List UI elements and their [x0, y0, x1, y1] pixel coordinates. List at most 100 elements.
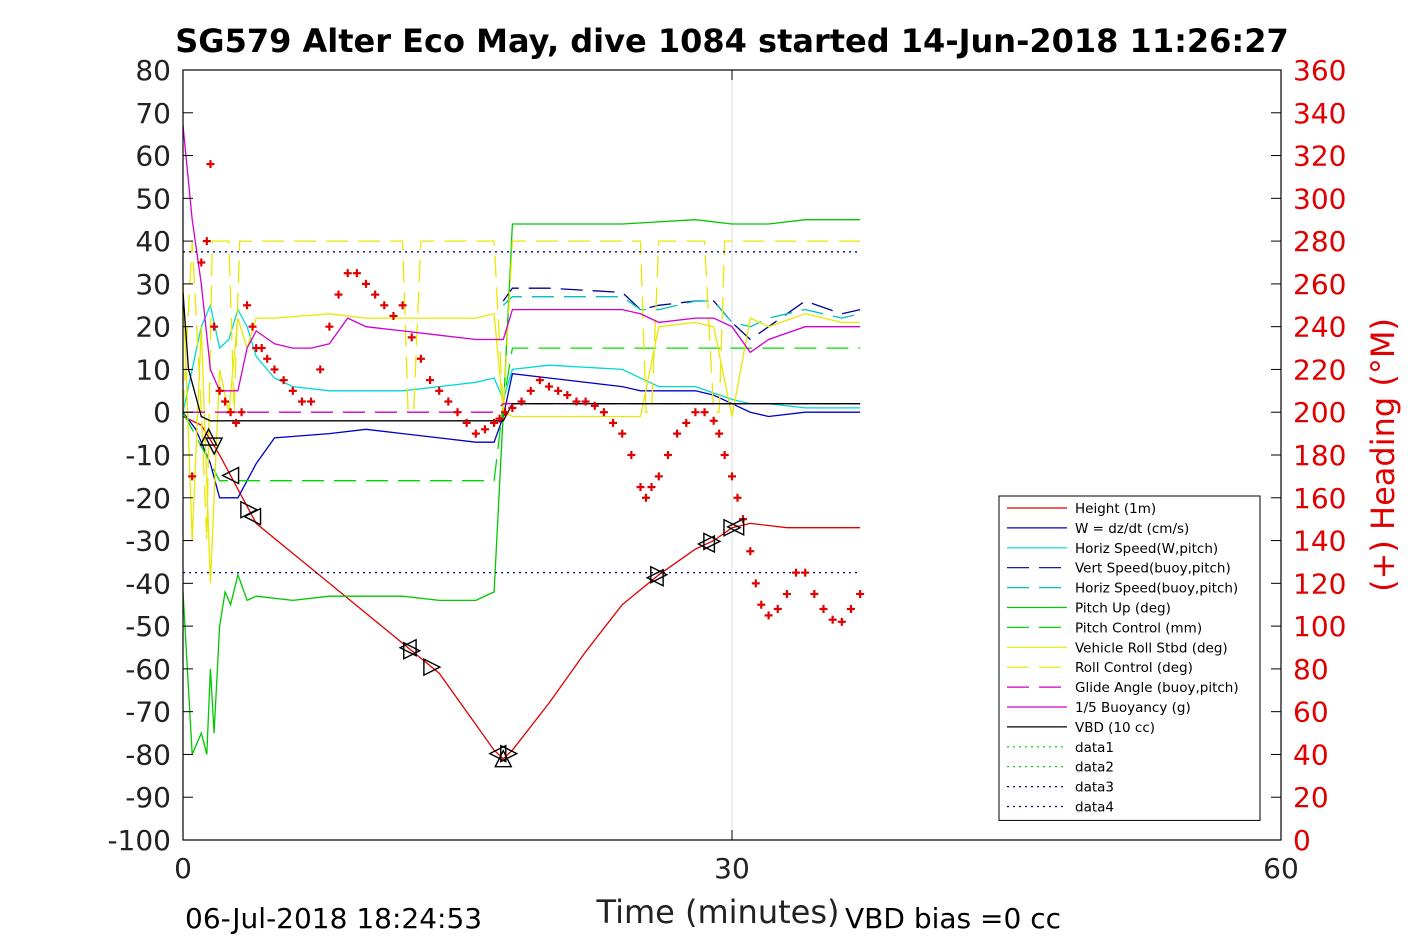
- series-line-6: [182, 347, 861, 482]
- triangle-marker: [423, 658, 442, 677]
- y-left-tick-label: 70: [135, 97, 171, 130]
- x-tick-label: 60: [1263, 852, 1299, 885]
- y-left-tick-label: -80: [125, 738, 171, 771]
- heading-point: [188, 472, 197, 481]
- heading-point: [352, 269, 361, 278]
- legend-label: Roll Control (deg): [1075, 660, 1193, 676]
- heading-point: [288, 386, 297, 395]
- legend-label: Horiz Speed(W,pitch): [1075, 541, 1218, 557]
- heading-point: [426, 376, 435, 385]
- heading-point: [243, 301, 252, 310]
- y-axis-right-label: (+) Heading (°M): [1364, 318, 1402, 592]
- heading-point: [757, 600, 766, 609]
- heading-point: [380, 301, 389, 310]
- triangle-marker: [703, 532, 722, 551]
- heading-point: [647, 483, 656, 492]
- y-left-tick-label: -70: [125, 696, 171, 729]
- heading-point: [416, 354, 425, 363]
- heading-point: [545, 382, 553, 391]
- heading-point: [307, 397, 316, 406]
- y-left-tick-label: -30: [125, 525, 171, 558]
- heading-point: [819, 605, 828, 613]
- heading-point: [715, 429, 724, 438]
- y-right-tick-label: 260: [1293, 268, 1346, 301]
- heading-point: [663, 451, 672, 459]
- heading-point: [263, 354, 272, 363]
- series-line-4: [502, 296, 861, 328]
- heading-point: [691, 408, 700, 417]
- heading-points: [188, 160, 865, 626]
- heading-point: [554, 386, 563, 395]
- heading-point: [618, 429, 627, 438]
- heading-point: [407, 333, 416, 342]
- y-right-tick-label: 200: [1293, 396, 1346, 429]
- heading-point: [517, 397, 526, 406]
- triangle-marker: [204, 437, 224, 456]
- heading-point: [728, 472, 736, 481]
- y-right-tick-label: 280: [1293, 225, 1346, 258]
- series-line-0: [182, 415, 861, 760]
- heading-point: [535, 376, 544, 385]
- heading-point: [197, 258, 206, 267]
- triangle-marker: [242, 507, 262, 526]
- y-right-tick-label: 120: [1293, 567, 1346, 600]
- heading-point: [316, 365, 325, 374]
- y-right-tick-label: 100: [1293, 610, 1346, 643]
- heading-point: [435, 386, 444, 395]
- chart-title: SG579 Alter Eco May, dive 1084 started 1…: [175, 22, 1288, 60]
- heading-point: [325, 322, 334, 331]
- heading-point: [210, 322, 219, 331]
- y-left-tick-label: 0: [153, 396, 171, 429]
- heading-point: [526, 386, 535, 395]
- y-right-tick-label: 220: [1293, 353, 1346, 386]
- legend-label: VBD (10 cc): [1075, 720, 1155, 736]
- heading-point: [480, 425, 489, 434]
- heading-point: [709, 416, 718, 425]
- y-right-tick-label: 180: [1293, 439, 1346, 472]
- triangle-markers: [199, 427, 745, 768]
- y-left-tick-label: 30: [135, 268, 171, 301]
- legend-label: Horiz Speed(buoy,pitch): [1075, 581, 1238, 597]
- legend: Height (1m) W = dz/dt (cm/s) Horiz Speed(W…: [998, 495, 1261, 821]
- heading-point: [837, 617, 846, 626]
- heading-point: [581, 397, 590, 406]
- heading-point: [746, 547, 755, 556]
- triangle-marker: [500, 744, 519, 763]
- heading-point: [362, 279, 370, 288]
- heading-point: [773, 605, 782, 613]
- heading-point: [453, 408, 462, 417]
- legend-label: Vert Speed(buoy,pitch): [1075, 561, 1231, 577]
- triangle-marker: [199, 427, 218, 446]
- series-line-8: [182, 240, 861, 541]
- heading-point: [248, 322, 257, 331]
- y-left-tick-label: -60: [125, 653, 171, 686]
- y-left-tick-label: 10: [135, 353, 171, 386]
- y-right-tick-label: 40: [1293, 738, 1329, 771]
- legend-label: Pitch Up (deg): [1075, 601, 1171, 617]
- x-tick-label: 0: [174, 852, 192, 885]
- legend-label: Pitch Control (mm): [1075, 620, 1202, 636]
- heading-point: [654, 472, 663, 481]
- heading-point: [221, 397, 230, 406]
- y-axis-right: 3603403203002802602402202001801601401201…: [1271, 54, 1346, 857]
- triangle-marker: [403, 641, 422, 660]
- series-line-11: [182, 292, 861, 422]
- y-right-tick-label: 20: [1293, 781, 1329, 814]
- heading-point: [609, 418, 618, 427]
- heading-point: [495, 414, 504, 423]
- series-line-2: [182, 303, 861, 413]
- x-tick-label: 30: [714, 852, 750, 885]
- heading-point: [682, 418, 691, 427]
- y-right-tick-label: 0: [1293, 824, 1311, 857]
- heading-point: [590, 401, 599, 410]
- y-right-tick-label: 60: [1293, 696, 1329, 729]
- y-left-tick-label: -50: [125, 610, 171, 643]
- legend-label: data1: [1075, 740, 1114, 756]
- series-line-10: [182, 125, 861, 392]
- y-left-tick-label: -90: [125, 781, 171, 814]
- heading-point: [462, 418, 471, 427]
- triangle-marker: [726, 517, 745, 536]
- y-right-tick-label: 160: [1293, 482, 1346, 515]
- heading-point: [733, 493, 742, 502]
